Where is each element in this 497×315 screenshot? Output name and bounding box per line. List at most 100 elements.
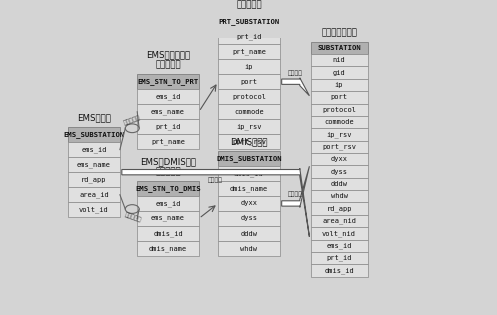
Bar [218, 74, 280, 89]
Text: prt_id: prt_id [236, 33, 262, 40]
Bar [311, 140, 368, 153]
Bar [311, 240, 368, 252]
Text: SUBSTATION: SUBSTATION [317, 45, 361, 51]
Text: port: port [241, 79, 257, 85]
Bar [311, 104, 368, 116]
Bar [218, 226, 280, 241]
Bar [68, 172, 120, 187]
Bar [68, 127, 120, 142]
Text: EMS_SUBSTATION: EMS_SUBSTATION [63, 131, 125, 138]
Bar [311, 264, 368, 277]
Text: 主外键联接: 主外键联接 [123, 115, 142, 126]
Text: port_rsv: port_rsv [232, 139, 266, 145]
Bar [137, 196, 199, 211]
Text: ip: ip [335, 82, 343, 88]
Text: ems_name: ems_name [151, 109, 185, 115]
Text: protocol: protocol [232, 94, 266, 100]
Text: dmis_name: dmis_name [230, 185, 268, 192]
Bar [311, 203, 368, 215]
Text: volt_id: volt_id [79, 206, 109, 213]
Text: 全局模型厂站表: 全局模型厂站表 [321, 28, 357, 37]
Bar [218, 134, 280, 149]
Text: DMIS_SUBSTATION: DMIS_SUBSTATION [216, 155, 282, 162]
Bar [311, 252, 368, 264]
Text: dmis_id: dmis_id [324, 267, 354, 274]
Text: dmis_id: dmis_id [234, 170, 264, 177]
Bar [218, 14, 280, 29]
Text: dyss: dyss [241, 215, 257, 221]
Text: rd_app: rd_app [327, 205, 352, 212]
Bar [137, 226, 199, 241]
Text: whdw: whdw [241, 246, 257, 252]
Bar [218, 211, 280, 226]
Bar [218, 196, 280, 211]
Text: ip: ip [245, 64, 253, 70]
Bar [68, 142, 120, 157]
Bar [311, 165, 368, 178]
Text: nid: nid [332, 57, 345, 63]
Bar [68, 202, 120, 217]
Bar [311, 227, 368, 240]
Polygon shape [282, 166, 310, 207]
Bar [137, 241, 199, 256]
Text: protocol: protocol [322, 107, 356, 113]
Bar [311, 116, 368, 128]
Text: 数据抽取: 数据抽取 [288, 70, 303, 76]
Bar [311, 190, 368, 203]
Text: PRT_SUBSTATION: PRT_SUBSTATION [218, 18, 279, 25]
Text: ems_name: ems_name [77, 162, 111, 168]
Bar [311, 79, 368, 91]
Bar [311, 54, 368, 66]
Text: ip_rsv: ip_rsv [327, 131, 352, 138]
Text: dmis_id: dmis_id [153, 230, 183, 237]
Polygon shape [282, 78, 310, 96]
Text: EMS到保信厂站
对象映射表: EMS到保信厂站 对象映射表 [146, 50, 190, 70]
Bar [311, 66, 368, 79]
Text: dyxx: dyxx [241, 200, 257, 206]
Text: dddw: dddw [331, 181, 347, 187]
Text: prt_name: prt_name [232, 48, 266, 55]
Bar [137, 119, 199, 134]
Bar [137, 211, 199, 226]
Bar [218, 166, 280, 181]
Text: EMS_STN_TO_DMIS: EMS_STN_TO_DMIS [135, 185, 201, 192]
Text: ems_id: ems_id [327, 243, 352, 249]
Text: ip_rsv: ip_rsv [236, 123, 262, 130]
Text: prt_id: prt_id [155, 123, 181, 130]
Bar [218, 241, 280, 256]
Text: 数据抽取: 数据抽取 [288, 192, 303, 198]
Text: volt_nid: volt_nid [322, 230, 356, 237]
Bar [218, 44, 280, 59]
Text: 主外键联接: 主外键联接 [123, 211, 142, 223]
Bar [218, 151, 280, 166]
Bar [218, 104, 280, 119]
Text: ems_id: ems_id [155, 94, 181, 100]
Text: area_nid: area_nid [322, 218, 356, 224]
Bar [311, 128, 368, 140]
Text: port_rsv: port_rsv [322, 144, 356, 150]
Bar [218, 89, 280, 104]
Bar [218, 181, 280, 196]
Text: dddw: dddw [241, 231, 257, 237]
Bar [311, 91, 368, 104]
Text: ems_name: ems_name [151, 215, 185, 221]
Text: dmis_name: dmis_name [149, 245, 187, 252]
Text: gid: gid [332, 70, 345, 76]
Text: prt_name: prt_name [151, 139, 185, 145]
Text: ems_id: ems_id [155, 200, 181, 207]
Text: port: port [331, 94, 347, 100]
Bar [137, 74, 199, 89]
Bar [137, 181, 199, 196]
Text: commode: commode [234, 109, 264, 115]
Bar [311, 42, 368, 54]
Text: commode: commode [324, 119, 354, 125]
Text: 保信厂站表: 保信厂站表 [236, 1, 262, 10]
Bar [218, 119, 280, 134]
Text: dyxx: dyxx [331, 156, 347, 162]
Bar [137, 134, 199, 149]
Text: ems_id: ems_id [81, 146, 107, 153]
Text: EMS到DMIS厂站
对象映射表: EMS到DMIS厂站 对象映射表 [140, 157, 196, 176]
Text: rd_app: rd_app [81, 176, 107, 183]
Bar [137, 104, 199, 119]
Text: EMS厂站表: EMS厂站表 [77, 114, 111, 123]
